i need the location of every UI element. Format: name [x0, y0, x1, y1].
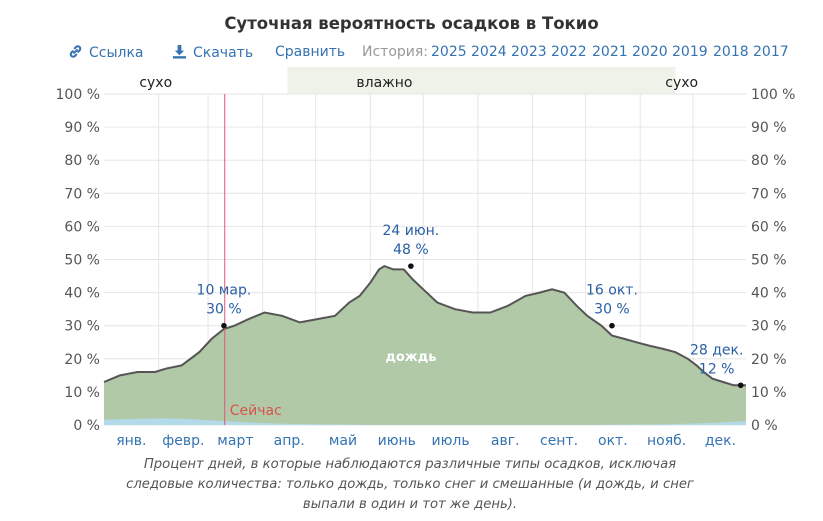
- annotation-date-2: 16 окт.: [586, 283, 638, 299]
- compare-button[interactable]: Сравнить: [275, 44, 346, 60]
- rain-area-label: дождь: [385, 350, 436, 365]
- year-link-2020[interactable]: 2020: [632, 44, 668, 60]
- annotation-value-0: 30 %: [206, 302, 242, 318]
- y-tick-left-10: 10 %: [64, 385, 100, 401]
- download-icon: [172, 44, 187, 59]
- y-tick-left-40: 40 %: [64, 286, 100, 302]
- rain-line: [103, 264, 746, 387]
- x-tick-month-7: авг.: [491, 433, 520, 449]
- link-button[interactable]: Ссылка: [68, 44, 144, 61]
- x-tick-month-2: март: [217, 433, 253, 449]
- y-tick-left-100: 100 %: [56, 87, 100, 103]
- season-label-2: сухо: [665, 75, 698, 91]
- rain-area: [104, 266, 746, 425]
- annotation-date-3: 28 дек.: [690, 342, 743, 358]
- annotation-dot-3: [737, 382, 744, 389]
- y-tick-left-0: 0 %: [73, 418, 100, 434]
- x-tick-month-5: июнь: [378, 433, 416, 449]
- mixed-area: [104, 418, 746, 425]
- y-tick-right-70: 70 %: [751, 186, 787, 202]
- year-link-2021[interactable]: 2021: [592, 44, 628, 60]
- y-tick-right-50: 50 %: [751, 253, 787, 269]
- x-tick-month-3: апр.: [274, 433, 305, 449]
- year-link-2023[interactable]: 2023: [511, 44, 547, 60]
- x-tick-month-0: янв.: [116, 433, 146, 449]
- x-tick-month-11: дек.: [705, 433, 736, 449]
- annotation-dot-0: [221, 322, 227, 329]
- y-tick-right-80: 80 %: [751, 153, 787, 169]
- x-tick-month-1: февр.: [162, 433, 204, 449]
- y-tick-right-60: 60 %: [751, 219, 787, 235]
- download-label: Скачать: [193, 45, 254, 61]
- x-tick-month-6: июль: [432, 433, 470, 449]
- year-link-2024[interactable]: 2024: [471, 44, 507, 60]
- chart-title: Суточная вероятность осадков в Токио: [224, 14, 599, 33]
- y-tick-left-90: 90 %: [64, 120, 100, 136]
- chart-caption: Процент дней, в которые наблюдаются разл…: [126, 457, 694, 512]
- y-tick-left-70: 70 %: [64, 186, 100, 202]
- season-label-1: влажно: [356, 75, 412, 91]
- download-button[interactable]: Скачать: [172, 44, 253, 61]
- annotation-dot-1: [408, 263, 414, 269]
- x-tick-month-9: окт.: [598, 433, 628, 449]
- y-tick-right-0: 0 %: [751, 418, 778, 434]
- season-label-0: сухо: [139, 75, 172, 91]
- history-label: История:: [362, 44, 429, 60]
- now-label: Сейчас: [230, 403, 282, 419]
- season-band-wet: [287, 67, 676, 94]
- year-link-2019[interactable]: 2019: [672, 44, 708, 60]
- year-link-2025[interactable]: 2025: [431, 44, 467, 60]
- x-tick-month-8: сент.: [540, 433, 578, 449]
- y-tick-right-90: 90 %: [751, 120, 787, 136]
- year-link-2022[interactable]: 2022: [551, 44, 587, 60]
- annotation-value-2: 30 %: [594, 302, 630, 318]
- y-tick-left-50: 50 %: [64, 253, 100, 269]
- annotation-dot-2: [609, 322, 615, 329]
- precipitation-chart: сухо влажно сухо дождь Сейчас 10 мар. 30 % 24…: [56, 67, 795, 449]
- y-tick-left-20: 20 %: [64, 352, 100, 368]
- y-tick-right-100: 100 %: [751, 87, 795, 103]
- y-tick-left-30: 30 %: [64, 319, 100, 335]
- y-tick-left-60: 60 %: [64, 219, 100, 235]
- x-tick-month-10: нояб.: [647, 433, 686, 449]
- year-link-2018[interactable]: 2018: [713, 44, 749, 60]
- y-tick-right-40: 40 %: [751, 286, 787, 302]
- link-label: Ссылка: [89, 45, 144, 61]
- y-tick-left-80: 80 %: [64, 153, 100, 169]
- link-icon: [69, 45, 82, 58]
- annotation-value-3: 12 %: [699, 361, 735, 377]
- y-tick-right-10: 10 %: [751, 385, 787, 401]
- year-link-2017[interactable]: 2017: [753, 44, 789, 60]
- annotation-date-0: 10 мар.: [197, 283, 252, 299]
- annotation-value-1: 48 %: [393, 242, 429, 258]
- y-tick-right-30: 30 %: [751, 319, 787, 335]
- x-tick-month-4: май: [329, 433, 357, 449]
- annotation-date-1: 24 июн.: [383, 223, 440, 239]
- y-tick-right-20: 20 %: [751, 352, 787, 368]
